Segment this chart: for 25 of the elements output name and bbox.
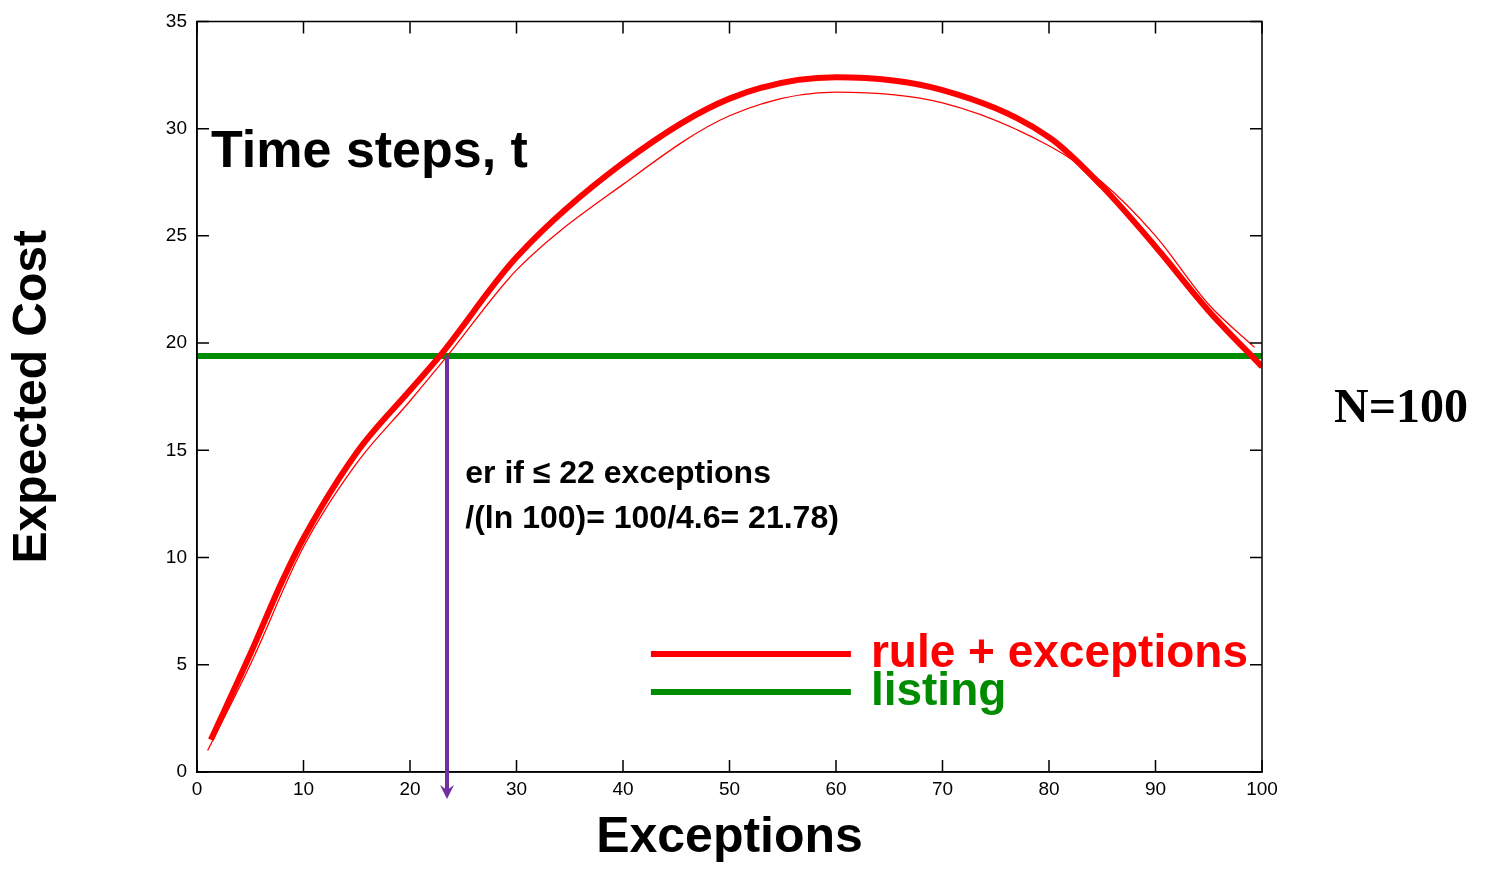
annotation: Time steps, t	[211, 120, 528, 179]
x-tick-label: 60	[825, 777, 847, 799]
y-tick-label: 20	[165, 331, 187, 353]
y-tick-label: 30	[165, 116, 187, 138]
x-tick-label: 50	[718, 777, 741, 799]
y-tick-label: 15	[165, 438, 187, 460]
text: N=100	[1334, 379, 1469, 433]
x-tick-label: 100	[1246, 777, 1278, 799]
x-tick-label: 0	[191, 777, 203, 799]
y-axis-title: Expected Cost	[3, 229, 57, 564]
annotation: /(ln 100)= 100/4.6= 21.78)	[465, 499, 839, 536]
y-tick-label: 35	[165, 9, 187, 31]
x-tick-label: 70	[931, 777, 954, 799]
y-tick-label: 5	[176, 653, 187, 675]
x-tick-label: 40	[612, 777, 634, 799]
annotation: er if ≤ 22 exceptions	[465, 454, 771, 491]
y-tick-label: 10	[165, 545, 187, 567]
y-tick-label: 0	[176, 760, 187, 782]
x-tick-label: 90	[1144, 777, 1167, 799]
x-axis-title: Exceptions	[596, 806, 863, 863]
y-tick-label: 25	[165, 224, 187, 246]
x-tick-label: 20	[399, 777, 421, 799]
x-tick-label: 10	[292, 777, 315, 799]
x-tick-label: 80	[1038, 777, 1060, 799]
x-tick-label: 30	[505, 777, 528, 799]
